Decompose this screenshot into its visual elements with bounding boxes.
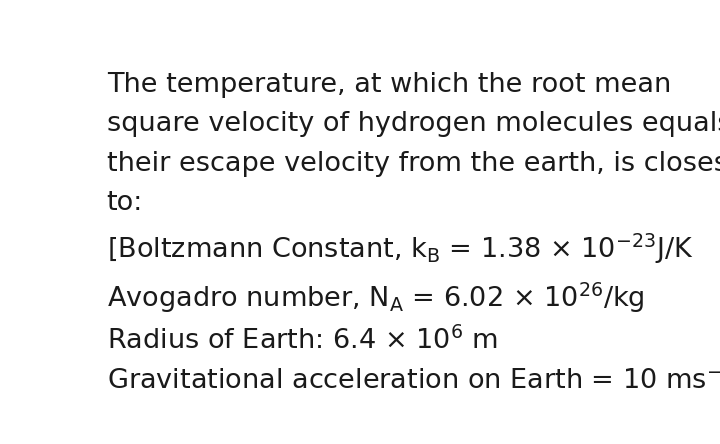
Text: Radius of Earth: 6.4 × 10$^{6}$ m: Radius of Earth: 6.4 × 10$^{6}$ m [107,327,498,355]
Text: their escape velocity from the earth, is closest: their escape velocity from the earth, is… [107,151,720,177]
Text: [Boltzmann Constant, k$_\mathrm{B}$ = 1.38 × 10$^{-23}$J/K: [Boltzmann Constant, k$_\mathrm{B}$ = 1.… [107,231,693,266]
Text: to:: to: [107,190,143,216]
Text: square velocity of hydrogen molecules equals: square velocity of hydrogen molecules eq… [107,111,720,137]
Text: Gravitational acceleration on Earth = 10 ms$^{-2}$]: Gravitational acceleration on Earth = 10… [107,363,720,394]
Text: Avogadro number, N$_\mathrm{A}$ = 6.02 × 10$^{26}$/kg: Avogadro number, N$_\mathrm{A}$ = 6.02 ×… [107,281,644,315]
Text: The temperature, at which the root mean: The temperature, at which the root mean [107,72,671,98]
